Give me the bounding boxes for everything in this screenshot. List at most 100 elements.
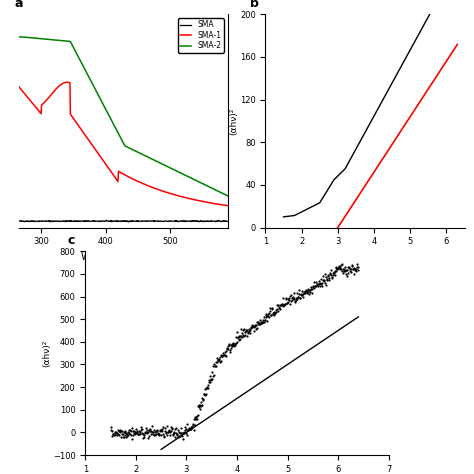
- Point: [350, 264, 358, 272]
- Point: [176, 429, 184, 437]
- Text: c: c: [67, 234, 74, 247]
- Point: [264, 312, 271, 320]
- Point: [169, 430, 176, 438]
- Point: [152, 430, 160, 438]
- Point: [107, 423, 115, 431]
- Point: [260, 313, 267, 320]
- Point: [120, 428, 128, 436]
- Point: [242, 328, 249, 335]
- Point: [204, 381, 212, 389]
- Point: [211, 363, 219, 370]
- Point: [230, 341, 237, 348]
- Point: [243, 327, 250, 334]
- Point: [250, 328, 258, 335]
- Point: [147, 427, 155, 435]
- Point: [129, 431, 137, 438]
- Point: [111, 428, 118, 436]
- Point: [238, 334, 246, 341]
- Point: [113, 429, 120, 437]
- Point: [164, 428, 172, 436]
- Point: [318, 282, 325, 290]
- Point: [112, 428, 119, 436]
- Point: [184, 426, 192, 434]
- Point: [263, 318, 271, 325]
- Point: [180, 428, 187, 436]
- Point: [253, 318, 261, 326]
- Point: [190, 426, 198, 434]
- Point: [142, 428, 149, 436]
- Text: b: b: [249, 0, 258, 10]
- Point: [262, 314, 270, 321]
- SMA-1: [16, 84, 22, 90]
- Point: [111, 431, 119, 438]
- Point: [182, 425, 189, 433]
- Point: [231, 341, 239, 348]
- Point: [156, 427, 164, 434]
- Point: [288, 297, 295, 305]
- Point: [174, 426, 182, 434]
- Point: [319, 279, 326, 287]
- Point: [154, 426, 161, 433]
- Point: [145, 427, 153, 434]
- Point: [178, 432, 185, 440]
- Point: [281, 301, 288, 309]
- Point: [170, 428, 178, 436]
- SMA-1: [225, 203, 230, 209]
- Point: [330, 269, 338, 277]
- Point: [164, 428, 172, 436]
- Line: SMA-1: SMA-1: [19, 82, 228, 206]
- Point: [282, 301, 289, 308]
- Point: [257, 319, 265, 327]
- Point: [226, 341, 233, 349]
- Point: [240, 325, 248, 333]
- Point: [256, 320, 264, 328]
- Point: [224, 345, 232, 353]
- Point: [319, 276, 327, 284]
- Point: [346, 265, 354, 273]
- Point: [112, 429, 120, 437]
- Point: [228, 343, 236, 350]
- Point: [332, 264, 339, 271]
- Point: [278, 300, 286, 308]
- Point: [222, 347, 229, 355]
- Point: [197, 405, 204, 412]
- Point: [237, 326, 245, 333]
- Point: [335, 264, 343, 271]
- Point: [302, 286, 310, 293]
- Point: [292, 298, 299, 306]
- Point: [205, 384, 212, 392]
- Point: [155, 430, 163, 438]
- Point: [185, 425, 193, 432]
- SMA-2: [219, 191, 225, 196]
- Point: [299, 293, 307, 301]
- Point: [110, 430, 118, 438]
- Point: [329, 270, 337, 277]
- Point: [127, 432, 135, 439]
- Point: [326, 270, 334, 277]
- Point: [272, 308, 280, 316]
- Point: [242, 326, 250, 334]
- Point: [296, 295, 303, 302]
- Point: [332, 267, 340, 275]
- Point: [289, 295, 296, 302]
- Legend: SMA, SMA-1, SMA-2: SMA, SMA-1, SMA-2: [178, 18, 224, 53]
- Point: [219, 352, 226, 360]
- SMA-1: [129, 176, 135, 182]
- Point: [122, 427, 129, 435]
- Point: [348, 263, 356, 270]
- Point: [301, 288, 309, 295]
- Point: [123, 432, 131, 439]
- Point: [133, 426, 140, 433]
- Point: [315, 280, 322, 287]
- Point: [249, 322, 256, 329]
- SMA-1: [220, 202, 226, 208]
- Y-axis label: (αhν)²: (αhν)²: [229, 107, 238, 135]
- Point: [351, 265, 359, 273]
- SMA-2: [16, 34, 22, 40]
- Point: [316, 283, 323, 290]
- Point: [122, 433, 130, 441]
- Point: [258, 318, 266, 326]
- Point: [346, 268, 354, 275]
- Point: [327, 272, 334, 279]
- Point: [277, 306, 284, 313]
